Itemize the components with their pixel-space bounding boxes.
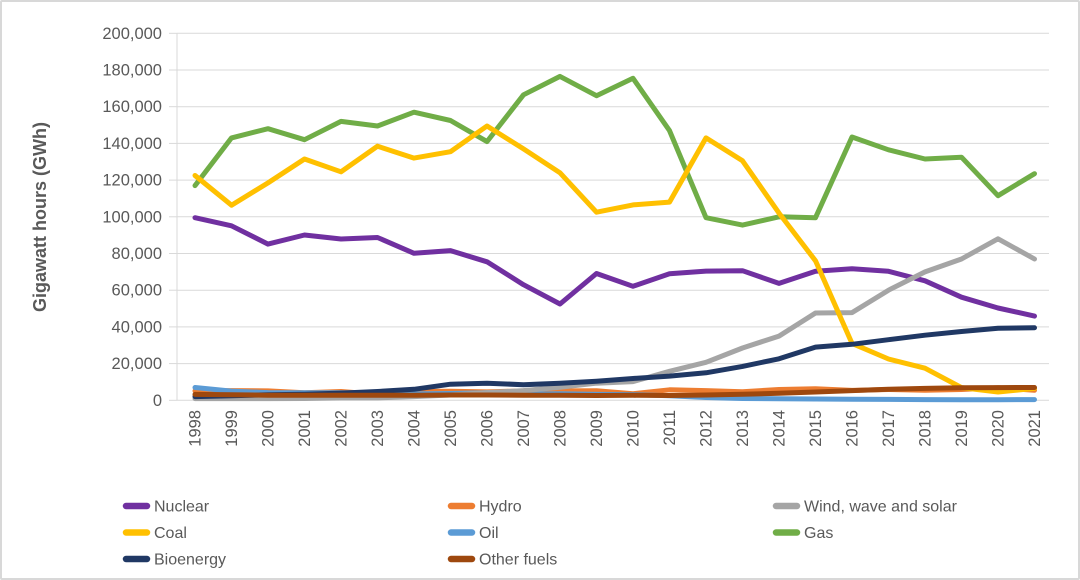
legend-label-gas: Gas	[804, 525, 833, 542]
x-tick-label-2008: 2008	[552, 410, 570, 447]
legend-label-coal: Coal	[154, 525, 187, 542]
x-tick-label-2004: 2004	[406, 410, 424, 447]
y-tick-label: 140,000	[102, 135, 162, 153]
x-tick-label-2013: 2013	[734, 410, 752, 447]
y-tick-label: 120,000	[102, 172, 162, 190]
x-tick-label-2001: 2001	[296, 410, 314, 447]
x-tick-label-2007: 2007	[515, 410, 533, 447]
legend-label-other-fuels: Other fuels	[479, 552, 557, 569]
x-tick-label-2015: 2015	[807, 410, 825, 447]
legend-item-gas: Gas	[772, 525, 833, 542]
legend-label-bioenergy: Bioenergy	[154, 552, 226, 569]
y-axis-title: Gigawatt hours (GWh)	[30, 122, 50, 312]
x-tick-label-2017: 2017	[880, 410, 898, 447]
x-tick-label-1999: 1999	[223, 410, 241, 447]
x-tick-label-2011: 2011	[661, 410, 679, 445]
series-line-gas	[192, 73, 1037, 228]
x-tick-label-2012: 2012	[698, 410, 716, 447]
x-tick-label-2018: 2018	[917, 410, 935, 447]
legend-label-oil: Oil	[479, 525, 499, 542]
legend-item-bioenergy: Bioenergy	[122, 552, 226, 569]
legend-item-hydro: Hydro	[447, 499, 522, 516]
y-tick-label: 80,000	[112, 245, 162, 263]
y-tick-label: 100,000	[102, 208, 162, 226]
legend-layer: Nuclear Hydro Wind, wave and solar Coal Oil G…	[122, 499, 958, 569]
x-tick-label-2009: 2009	[588, 410, 606, 447]
grid-layer	[177, 32, 1049, 401]
x-tick-label-2006: 2006	[479, 410, 497, 447]
y-tick-label: 200,000	[102, 25, 162, 43]
legend-label-wind-wave-and-solar: Wind, wave and solar	[804, 499, 958, 516]
series-line-wind-wave-and-solar	[192, 236, 1037, 402]
legend-label-hydro: Hydro	[479, 499, 522, 516]
y-tick-label: 180,000	[102, 62, 162, 80]
axis-layer: 0 20,000 40,000 60,000 80,000 100,000 120,000 1…	[102, 25, 1044, 447]
x-tick-label-2005: 2005	[442, 410, 460, 447]
x-tick-label-2002: 2002	[333, 410, 351, 447]
legend-item-nuclear: Nuclear	[122, 499, 210, 516]
y-tick-label: 20,000	[112, 355, 162, 373]
x-tick-label-1998: 1998	[187, 410, 205, 447]
legend-item-wind-wave-and-solar: Wind, wave and solar	[772, 499, 958, 516]
y-tick-label: 0	[153, 392, 162, 410]
x-tick-label-2020: 2020	[990, 410, 1008, 447]
y-tick-label: 40,000	[112, 318, 162, 336]
series-line-other-fuels	[192, 385, 1037, 398]
series-line-nuclear	[192, 215, 1037, 319]
series-line-coal	[192, 123, 1037, 395]
legend-label-nuclear: Nuclear	[154, 499, 210, 516]
legend-item-coal: Coal	[122, 525, 187, 542]
series-layer	[192, 73, 1037, 403]
y-tick-label: 160,000	[102, 98, 162, 116]
x-tick-label-2000: 2000	[260, 410, 278, 447]
legend-item-oil: Oil	[447, 525, 499, 542]
x-tick-label-2021: 2021	[1026, 410, 1044, 447]
x-tick-label-2003: 2003	[369, 410, 387, 447]
x-tick-label-2010: 2010	[625, 410, 643, 447]
x-tick-label-2016: 2016	[844, 410, 862, 447]
y-tick-label: 60,000	[112, 282, 162, 300]
legend-item-other-fuels: Other fuels	[447, 552, 557, 569]
x-tick-label-2019: 2019	[953, 410, 971, 447]
x-tick-label-2014: 2014	[771, 410, 789, 447]
